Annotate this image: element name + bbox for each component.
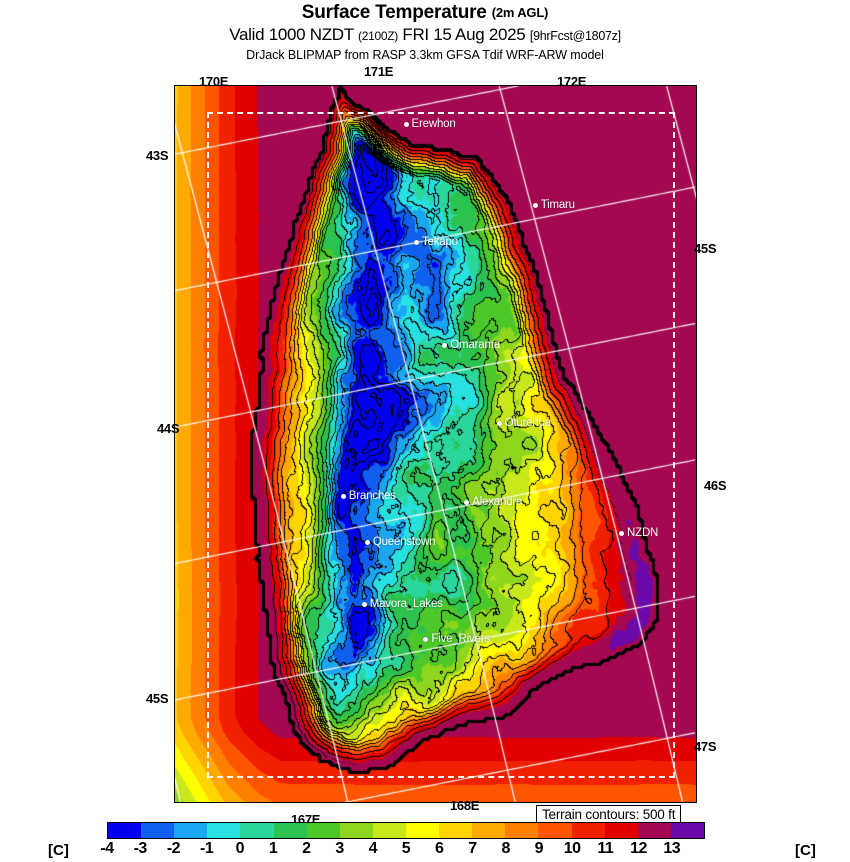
colorbar-swatch-7 bbox=[339, 823, 373, 838]
city-label: Omarama bbox=[450, 339, 500, 352]
city-label: Queenstown bbox=[372, 535, 436, 548]
lat-label-46S-right: 46S bbox=[704, 478, 727, 493]
colorbar-tick-5: 5 bbox=[401, 840, 411, 857]
colorbar-swatch-0 bbox=[108, 823, 142, 838]
city-dot-icon bbox=[619, 531, 625, 537]
colorbar-tick-10: 10 bbox=[563, 840, 581, 857]
city-dot-icon bbox=[464, 500, 470, 506]
valid-time: Valid 1000 NZDT bbox=[229, 25, 354, 44]
colorbar-swatch-16 bbox=[637, 823, 671, 838]
colorbar-tick-0: 0 bbox=[235, 840, 245, 857]
colorbar-tick-7: 7 bbox=[468, 840, 477, 857]
title-subscript: (2m AGL) bbox=[491, 5, 549, 20]
city-label: Tekapo bbox=[422, 235, 458, 248]
city-label: Timaru bbox=[540, 199, 575, 212]
city-dot-icon bbox=[340, 493, 346, 499]
model-source: DrJack BLIPMAP from RASP 3.3km GFSA Tdif… bbox=[246, 48, 604, 62]
colorbar-unit-left: [C] bbox=[48, 842, 69, 859]
colorbar-tick--2: -2 bbox=[166, 840, 181, 857]
lat-label-45S-right: 45S bbox=[694, 241, 717, 256]
colorbar-swatch-1 bbox=[141, 823, 175, 838]
city-label: Alexandra bbox=[472, 496, 523, 509]
page-title: Surface Temperature (2m AGL) bbox=[0, 2, 850, 24]
colorbar-swatch-14 bbox=[571, 823, 605, 838]
colorbar-swatch-10 bbox=[439, 823, 473, 838]
lon-label-171E: 171E bbox=[364, 64, 394, 79]
colorbar-swatches bbox=[107, 822, 705, 839]
city-label: Mavora_Lakes bbox=[369, 597, 443, 610]
colorbar-tick-8: 8 bbox=[501, 840, 510, 857]
colorbar-swatch-17 bbox=[670, 823, 704, 838]
lon-label-168E: 168E bbox=[450, 798, 480, 813]
city-dot-icon bbox=[361, 601, 367, 607]
forecast-tag: [9hrFcst@1807z] bbox=[529, 29, 621, 43]
title-main: Surface Temperature bbox=[301, 2, 487, 23]
colorbar-swatch-13 bbox=[538, 823, 572, 838]
city-dot-icon bbox=[414, 239, 419, 245]
valid-date: FRI 15 Aug 2025 bbox=[402, 25, 526, 44]
title-block: Surface Temperature (2m AGL) Valid 1000 … bbox=[0, 0, 850, 63]
city-dot-icon bbox=[532, 203, 538, 209]
city-dot-icon bbox=[496, 421, 502, 427]
colorbar-tick-13: 13 bbox=[663, 840, 681, 857]
colorbar-swatch-5 bbox=[273, 823, 307, 838]
city-label: Oturehua bbox=[504, 417, 552, 430]
colorbar-tick-3: 3 bbox=[335, 840, 344, 857]
city-label: Erewhon bbox=[411, 117, 456, 130]
city-label: NZDN bbox=[627, 527, 659, 540]
lat-label-45S-left: 45S bbox=[146, 691, 169, 706]
colorbar-swatch-8 bbox=[372, 823, 406, 838]
colorbar-swatch-12 bbox=[505, 823, 539, 838]
colorbar-swatch-6 bbox=[306, 823, 340, 838]
colorbar-swatch-3 bbox=[207, 823, 241, 838]
city-dot-icon bbox=[364, 539, 370, 545]
lat-label-47S-right: 47S bbox=[694, 739, 717, 754]
colorbar-tick-2: 2 bbox=[302, 840, 311, 857]
temperature-field-canvas bbox=[175, 86, 696, 802]
city-dot-icon bbox=[403, 121, 409, 127]
lon-label-170E: 170E bbox=[199, 74, 229, 89]
map-frame[interactable]: Erewhon Timaru Tekapo Omarama Oturehua Branch… bbox=[174, 85, 697, 803]
colorbar-tick--1: -1 bbox=[200, 840, 214, 857]
city-dot-icon bbox=[442, 343, 448, 349]
colorbar-swatch-15 bbox=[604, 823, 638, 838]
city-label: Branches bbox=[348, 489, 396, 502]
colorbar-swatch-4 bbox=[240, 823, 274, 838]
colorbar-tick-1: 1 bbox=[268, 840, 278, 857]
colorbar-tick-4: 4 bbox=[368, 840, 378, 857]
colorbar-tick-9: 9 bbox=[534, 840, 544, 857]
colorbar-tick--3: -3 bbox=[133, 840, 148, 857]
colorbar-tick--4: -4 bbox=[100, 840, 114, 857]
valid-line: Valid 1000 NZDT (2100Z) FRI 15 Aug 2025 … bbox=[0, 24, 850, 47]
valid-zulu: (2100Z) bbox=[358, 29, 398, 43]
colorbar-swatch-11 bbox=[472, 823, 506, 838]
colorbar-tick-11: 11 bbox=[597, 840, 614, 857]
city-dot-icon bbox=[423, 637, 429, 643]
colorbar-tick-12: 12 bbox=[630, 840, 647, 857]
colorbar-tick-6: 6 bbox=[435, 840, 444, 857]
colorbar-swatch-2 bbox=[174, 823, 208, 838]
forecast-domain-box bbox=[207, 112, 675, 778]
lon-label-172E: 172E bbox=[557, 74, 587, 89]
colorbar-tick-labels: -4 -3 -2 -1 0 1 2 3 4 5 6 7 8 9 10 11 12 13 bbox=[100, 840, 705, 862]
lat-label-44S-left: 44S bbox=[157, 421, 180, 436]
colorbar-unit-right: [C] bbox=[795, 842, 816, 859]
colorbar: [C] -4 -3 -2 -1 0 1 2 3 4 5 6 7 8 9 10 11 12 13 [C] bbox=[0, 818, 850, 860]
city-label: Five_Rivers bbox=[431, 633, 490, 646]
lat-label-43S-left: 43S bbox=[146, 148, 169, 163]
colorbar-swatch-9 bbox=[405, 823, 440, 838]
